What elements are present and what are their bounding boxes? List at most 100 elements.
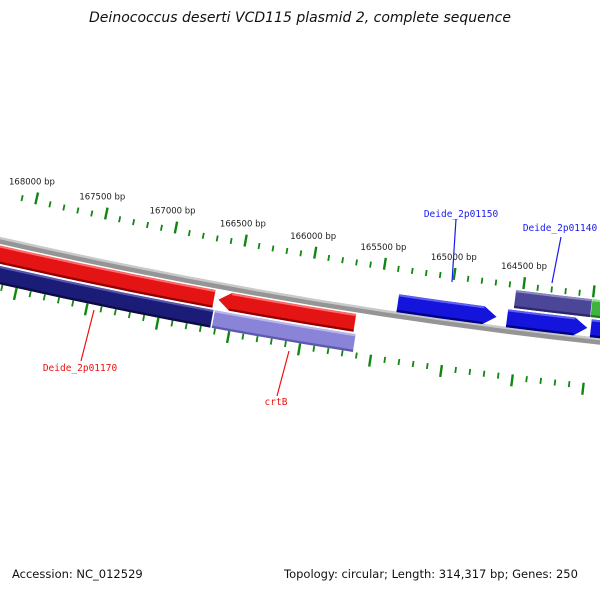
outer-minor-tick [132,219,136,226]
inner-minor-tick [57,297,61,304]
inner-minor-tick [127,312,131,319]
inner-minor-tick [355,352,358,359]
ruler-bp-label: 165500 bp [361,243,407,253]
feature-highlight [507,309,576,320]
inner-minor-tick [113,309,117,316]
feature-crtb-cds[interactable] [211,310,356,352]
outer-major-tick [313,246,318,259]
inner-minor-tick [383,356,387,363]
feature-shadow [0,261,213,308]
backbone-highlight [0,236,600,341]
outer-major-tick [243,234,248,247]
feature-deide-2p01150-gene[interactable] [396,294,497,325]
inner-major-tick [12,287,18,301]
feature-shadow [228,308,354,332]
outer-major-tick [452,267,457,281]
inner-major-tick [439,364,444,378]
feature-shadow [589,334,600,339]
outer-major-tick [173,221,179,234]
outer-minor-tick [508,281,512,288]
outer-major-tick [382,257,387,270]
gene-label-deide-2p01150[interactable]: Deide_2p01150 [424,209,499,220]
feature-deide-2p01170-cds[interactable] [0,261,214,328]
inner-major-tick [510,374,514,387]
feature-gene-right-edge[interactable] [589,319,600,340]
feature-highlight [214,310,356,337]
inner-minor-tick [454,366,457,374]
inner-minor-tick [567,381,571,388]
feature-shadow [505,324,574,336]
outer-minor-tick [369,261,372,268]
inner-minor-tick [340,350,344,357]
inner-minor-tick [539,377,543,384]
gene-label-crtb[interactable]: crtB [265,397,288,408]
outer-minor-tick [341,257,344,264]
inner-minor-tick [213,328,216,335]
ruler-bp-label: 166500 bp [220,220,266,230]
inner-minor-tick [482,370,486,377]
outer-minor-tick [146,221,150,229]
feature-shadow [0,281,211,328]
outer-minor-tick [215,235,219,242]
inner-minor-tick [397,358,401,366]
feature-highlight [398,294,485,309]
feature-deide-2p01170-gene[interactable] [0,242,216,308]
inner-minor-tick [71,300,75,307]
outer-minor-tick [327,254,331,262]
ruler-bp-label: 167500 bp [79,193,125,203]
gene-label-deide-2p01170[interactable]: Deide_2p01170 [43,363,118,374]
inner-minor-tick [241,333,245,340]
feature-cds-right-edge[interactable] [590,299,600,320]
outer-minor-tick [118,216,122,223]
callout-line-deide-2p01150 [451,218,457,283]
inner-minor-tick [170,320,174,327]
outer-minor-tick [438,271,442,279]
feature-highlight [231,293,357,317]
inner-minor-tick [411,360,415,368]
feature-highlight [0,265,214,313]
outer-minor-tick [271,245,275,252]
topology-summary-text: Topology: circular; Length: 314,317 bp; … [284,567,578,581]
outer-minor-tick [578,289,581,296]
feature-highlight [515,290,593,302]
ruler-bp-label: 168000 bp [9,178,55,188]
inner-minor-tick [496,372,500,379]
outer-minor-tick [480,277,484,284]
ruler-bp-label: 167000 bp [150,207,196,217]
inner-minor-tick [468,368,472,375]
inner-minor-tick [326,347,330,355]
outer-minor-tick [410,267,414,275]
outer-minor-tick [494,279,498,286]
callout-line-deide-2p01170 [80,309,95,362]
outer-major-tick [591,285,596,298]
outer-minor-tick [229,237,233,245]
outer-minor-tick [187,230,191,237]
outer-minor-tick [466,275,470,282]
inner-major-tick [296,343,302,356]
inner-minor-tick [284,340,287,348]
inner-major-tick [225,330,231,344]
outer-minor-tick [257,242,261,250]
inner-major-tick [368,354,373,367]
sequence-title: Deinococcus deserti VCD115 plasmid 2, co… [89,10,511,26]
feature-highlight [591,319,600,323]
feature-highlight [592,299,600,303]
inner-minor-tick [525,376,528,383]
inner-minor-tick [184,323,188,330]
inner-minor-tick [312,345,316,352]
outer-minor-tick [299,250,303,257]
inner-minor-tick [142,314,146,322]
gene-label-deide-2p01140[interactable]: Deide_2p01140 [523,223,598,234]
outer-minor-tick [48,201,52,208]
inner-minor-tick [99,306,103,313]
outer-minor-tick [285,247,289,255]
feature-shadow [590,314,600,319]
outer-minor-tick [90,210,94,217]
outer-minor-tick [76,207,80,214]
feature-crtb-gene[interactable] [218,293,357,332]
outer-minor-tick [355,259,358,266]
ruler-bp-label: 166000 bp [290,232,336,242]
inner-major-tick [581,382,585,395]
